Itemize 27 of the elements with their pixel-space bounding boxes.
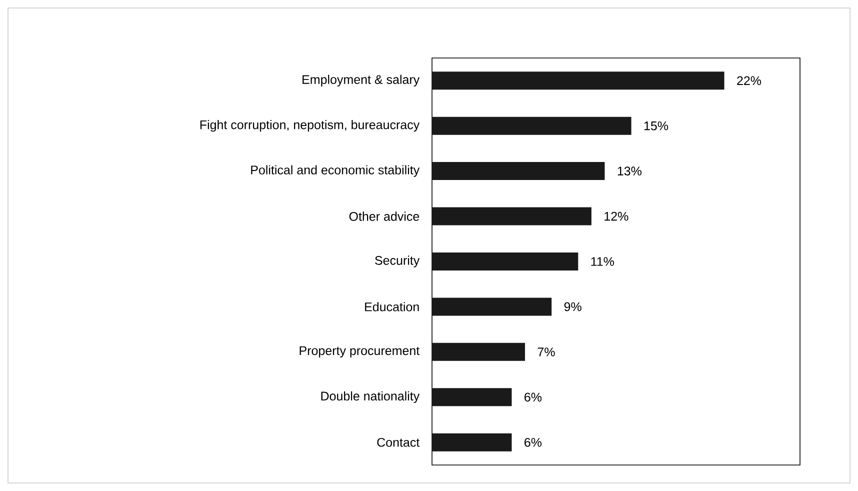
data-label: 12% [604,212,628,221]
bar [432,433,512,452]
y-tick-label: Contact [377,438,420,447]
y-tick-label: Fight corruption, nepotism, bureaucracy [200,120,420,132]
y-tick-label: Political and economic stability [251,165,420,177]
y-tick-label: Double nationality [321,391,420,403]
data-label: 6% [524,392,542,402]
bar [432,162,605,180]
data-label: 9% [564,302,582,312]
bar [432,207,592,226]
bar [432,72,724,90]
y-tick-label: Education [365,302,419,312]
bar [432,298,552,316]
data-label: 6% [524,438,542,447]
y-tick-label: Security [375,256,420,268]
bar [432,342,526,361]
bar [432,252,578,270]
y-tick-label: Property procurement [300,346,420,358]
data-label: 11% [591,257,614,266]
data-label: 13% [618,166,642,176]
data-label: 7% [538,348,555,356]
y-tick-label: Other advice [349,212,420,221]
bar [432,388,512,406]
data-label: 22% [737,76,762,86]
y-tick-label: Employment & salary [302,74,420,86]
data-label: 15% [644,121,668,130]
bar [432,116,632,135]
